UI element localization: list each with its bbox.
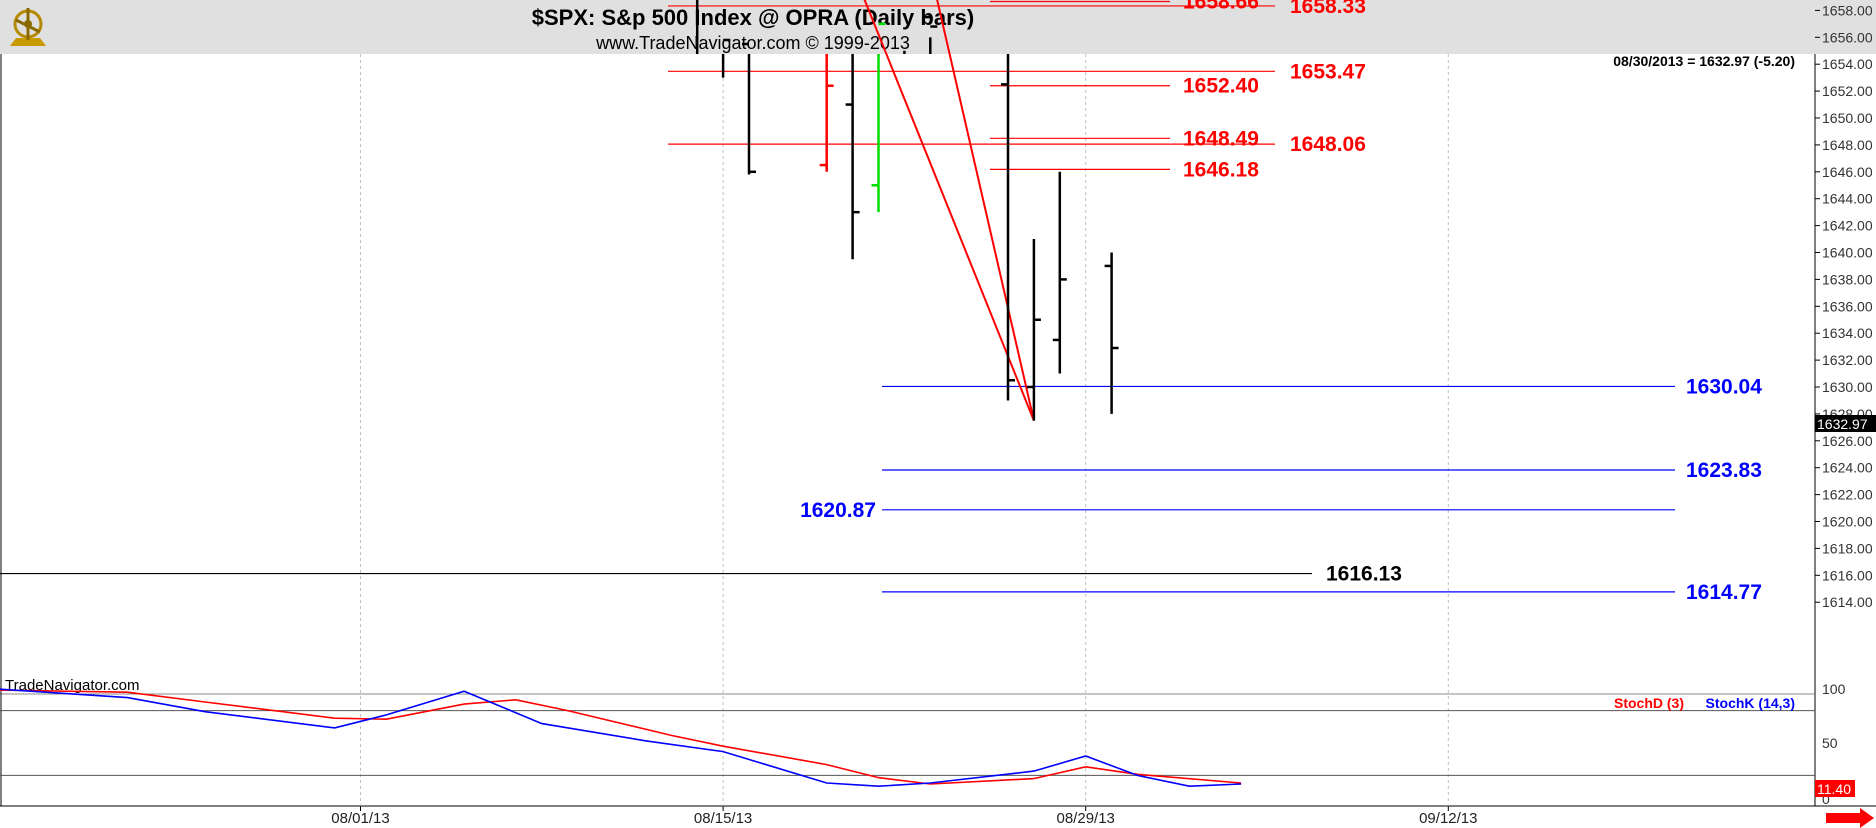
ohlc-bar bbox=[819, 54, 834, 172]
date-tick-label: 08/15/13 bbox=[694, 810, 752, 827]
stoch-tick-label: 50 bbox=[1822, 735, 1838, 751]
price-tick-label: 1618.00 bbox=[1822, 540, 1873, 556]
stoch-series-line bbox=[0, 688, 1242, 788]
date-tick-label: 08/01/13 bbox=[331, 810, 389, 827]
price-tick-label: 1646.00 bbox=[1822, 164, 1873, 180]
red-level-label: 1658.66 bbox=[1183, 0, 1259, 14]
ohlc-bar bbox=[742, 42, 756, 175]
blue-level-label: 1623.83 bbox=[1686, 459, 1762, 482]
stochastic-lines bbox=[0, 688, 1242, 788]
svg-text:11.40: 11.40 bbox=[1817, 781, 1851, 797]
trendlines bbox=[863, 0, 1035, 421]
price-tick-label: 1652.00 bbox=[1822, 83, 1873, 99]
price-tick-label: 1630.00 bbox=[1822, 379, 1873, 395]
price-axis: 1614.00 1616.00 1618.00 1620.00 1622.00 1624.… bbox=[1815, 2, 1873, 610]
price-tick-label: 1656.00 bbox=[1822, 29, 1873, 45]
stochastic-axis: 50 100 0 bbox=[1822, 681, 1846, 807]
red-level-label: 1648.06 bbox=[1290, 133, 1366, 156]
last-price-info: 08/30/2013 = 1632.97 (-5.20) bbox=[1613, 53, 1795, 69]
price-tick-label: 1614.00 bbox=[1822, 594, 1873, 610]
stoch-tick-label: 100 bbox=[1822, 681, 1846, 697]
date-axis: 08/01/13 08/15/13 08/29/13 09/12/13 bbox=[331, 806, 1477, 827]
header-band bbox=[0, 0, 1876, 54]
price-tick-label: 1620.00 bbox=[1822, 514, 1873, 530]
stochastic-reference-lines bbox=[0, 710, 1815, 776]
price-tick-label: 1640.00 bbox=[1822, 245, 1873, 261]
ohlc-bar bbox=[903, 50, 906, 54]
stoch-tick-label: 0 bbox=[1822, 791, 1830, 807]
price-tick-label: 1632.00 bbox=[1822, 352, 1873, 368]
trendline bbox=[863, 0, 1035, 421]
last-price-flag: 1632.97 bbox=[1815, 415, 1876, 432]
red-level-label: 1658.33 bbox=[1290, 0, 1366, 18]
legend-stochd: StochD (3) bbox=[1614, 695, 1684, 711]
watermark: TradeNavigator.com bbox=[5, 677, 140, 694]
date-tick-label: 08/29/13 bbox=[1057, 810, 1115, 827]
scroll-right-arrow-icon[interactable] bbox=[1826, 808, 1874, 828]
price-tick-label: 1616.00 bbox=[1822, 567, 1873, 583]
price-tick-label: 1624.00 bbox=[1822, 460, 1873, 476]
level-lines: 1658.66 1658.33 1653.47 1652.40 1648.49 1648.… bbox=[0, 0, 1762, 604]
price-tick-label: 1636.00 bbox=[1822, 298, 1873, 314]
price-tick-label: 1626.00 bbox=[1822, 433, 1873, 449]
ohlc-bar bbox=[1052, 171, 1067, 374]
stoch-series-line bbox=[0, 689, 1242, 785]
red-level-label: 1646.18 bbox=[1183, 158, 1259, 181]
stoch-last-flag: 11.40 bbox=[1815, 780, 1855, 797]
ohlc-bar bbox=[1026, 239, 1041, 421]
price-tick-label: 1638.00 bbox=[1822, 271, 1873, 287]
price-tick-label: 1622.00 bbox=[1822, 487, 1873, 503]
blue-level-label: 1620.87 bbox=[800, 499, 876, 522]
trendline bbox=[936, 0, 1035, 421]
blue-level-label: 1614.77 bbox=[1686, 581, 1762, 604]
red-level-label: 1653.47 bbox=[1290, 60, 1366, 83]
ohlc-bar bbox=[845, 54, 860, 260]
ohlc-bar bbox=[695, 0, 699, 54]
price-tick-label: 1644.00 bbox=[1822, 191, 1873, 207]
legend-stochk: StochK (14,3) bbox=[1706, 695, 1795, 711]
blue-level-label: 1630.04 bbox=[1686, 375, 1762, 398]
ohlc-bar bbox=[721, 38, 731, 78]
sextant-logo-icon bbox=[10, 8, 46, 46]
vertical-gridlines bbox=[360, 54, 1449, 806]
price-tick-label: 1658.00 bbox=[1822, 2, 1873, 18]
ohlc-bar bbox=[1001, 54, 1015, 401]
black-level-label: 1616.13 bbox=[1326, 563, 1402, 586]
svg-text:1632.97: 1632.97 bbox=[1817, 416, 1868, 432]
price-tick-label: 1648.00 bbox=[1822, 137, 1873, 153]
red-level-label: 1652.40 bbox=[1183, 75, 1259, 98]
ohlc-bar bbox=[1104, 252, 1119, 414]
price-tick-label: 1642.00 bbox=[1822, 218, 1873, 234]
price-tick-label: 1650.00 bbox=[1822, 110, 1873, 126]
ohlc-bar bbox=[923, 15, 938, 54]
chart-title: $SPX: S&p 500 Index @ OPRA (Daily bars) bbox=[532, 5, 974, 30]
date-tick-label: 09/12/13 bbox=[1419, 810, 1477, 827]
chart-subtitle: www.TradeNavigator.com © 1999-2013 bbox=[595, 33, 910, 53]
red-level-label: 1648.49 bbox=[1183, 127, 1259, 150]
ohlc-bars bbox=[695, 0, 1119, 421]
price-tick-label: 1654.00 bbox=[1822, 56, 1873, 72]
price-tick-label: 1634.00 bbox=[1822, 325, 1873, 341]
ohlc-bar bbox=[871, 22, 886, 213]
